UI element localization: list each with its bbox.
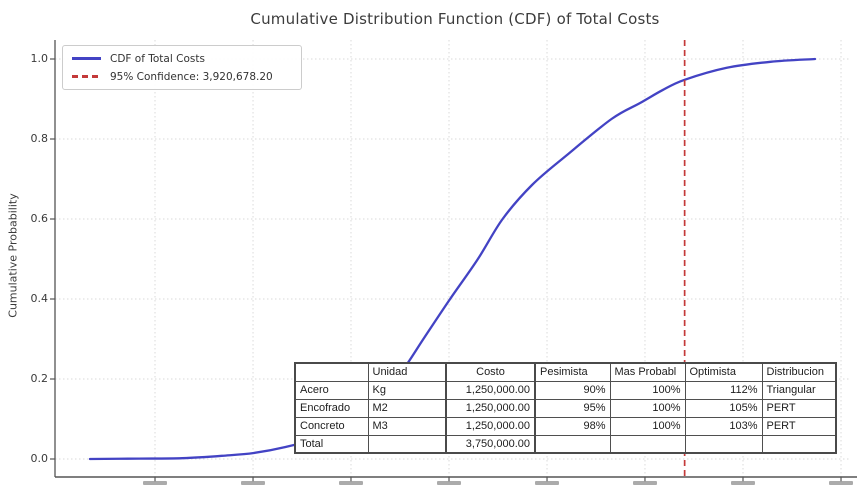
table-cell: 1,250,000.00: [445, 398, 536, 418]
table-row: Acero Kg 1,250,000.00 90% 100% 112% Triangular: [294, 380, 837, 400]
table-header-cell: Optimista: [684, 362, 763, 382]
table-cell: [609, 434, 686, 454]
table-cell: 100%: [609, 416, 686, 436]
x-tick-label-clipped: [437, 480, 461, 485]
y-tick-label: 0.4: [30, 292, 49, 305]
table-cell: Concreto: [294, 416, 369, 436]
table-cell: [761, 434, 837, 454]
x-tick-label-clipped: [632, 480, 657, 485]
table-header-cell: Costo: [445, 362, 536, 382]
table-header-cell: Distribucion: [761, 362, 837, 382]
table-cell: 105%: [684, 398, 763, 418]
table-cell: 90%: [534, 380, 611, 400]
table-cell: [684, 434, 763, 454]
x-tick-label-clipped: [730, 480, 755, 485]
table-cell: PERT: [761, 416, 837, 436]
table-header-cell: Unidad: [367, 362, 447, 382]
x-tick-label-clipped: [241, 480, 266, 485]
table-cell: [367, 434, 447, 454]
table-cell: [534, 434, 611, 454]
legend: CDF of Total Costs 95% Confidence: 3,920…: [62, 45, 302, 90]
table-cell: 1,250,000.00: [445, 380, 536, 400]
y-tick-label: 0.0: [30, 452, 49, 465]
table-cell: Total: [294, 434, 369, 454]
table-header-cell: Mas Probabl: [609, 362, 686, 382]
y-tick-label: 0.8: [30, 132, 49, 145]
legend-label-cdf: CDF of Total Costs: [110, 52, 205, 65]
y-tick-label: 0.6: [30, 212, 49, 225]
table-cell: Acero: [294, 380, 369, 400]
table-row: Total 3,750,000.00: [294, 434, 837, 454]
table-cell: M3: [367, 416, 447, 436]
y-tick-label: 1.0: [30, 52, 49, 65]
x-tick-label-clipped: [829, 480, 854, 485]
table-cell: 103%: [684, 416, 763, 436]
table-cell: 100%: [609, 380, 686, 400]
table-cell: PERT: [761, 398, 837, 418]
y-tick-label: 0.2: [30, 372, 49, 385]
table-cell: 100%: [609, 398, 686, 418]
cdf-curve: [88, 57, 817, 461]
legend-label-confidence: 95% Confidence: 3,920,678.20: [110, 70, 273, 83]
table-cell: 3,750,000.00: [445, 434, 536, 454]
table-cell: Encofrado: [294, 398, 369, 418]
table-row: Concreto M3 1,250,000.00 98% 100% 103% PERT: [294, 416, 837, 436]
table-header-cell: Pesimista: [534, 362, 611, 382]
chart-title: Cumulative Distribution Function (CDF) o…: [250, 10, 660, 28]
table-cell: M2: [367, 398, 447, 418]
legend-entry-cdf: CDF of Total Costs: [72, 51, 293, 66]
table-cell: Kg: [367, 380, 447, 400]
table-cell: 112%: [684, 380, 763, 400]
table-header-row: Unidad Costo Pesimista Mas Probabl Optimista…: [294, 362, 837, 382]
table-cell: Triangular: [761, 380, 837, 400]
legend-solid-line-icon: [72, 57, 101, 60]
legend-dashed-line-icon: [72, 75, 101, 78]
legend-entry-confidence: 95% Confidence: 3,920,678.20: [72, 69, 293, 84]
cost-table: Unidad Costo Pesimista Mas Probabl Optimista…: [294, 362, 837, 454]
table-cell: 95%: [534, 398, 611, 418]
table-cell: 98%: [534, 416, 611, 436]
x-tick-label-clipped: [143, 480, 167, 485]
table-cell: 1,250,000.00: [445, 416, 536, 436]
table-row: Encofrado M2 1,250,000.00 95% 100% 105% PERT: [294, 398, 837, 418]
table-header-cell: [294, 362, 369, 382]
x-tick-label-clipped: [535, 480, 560, 485]
x-tick-label-clipped: [338, 480, 363, 485]
